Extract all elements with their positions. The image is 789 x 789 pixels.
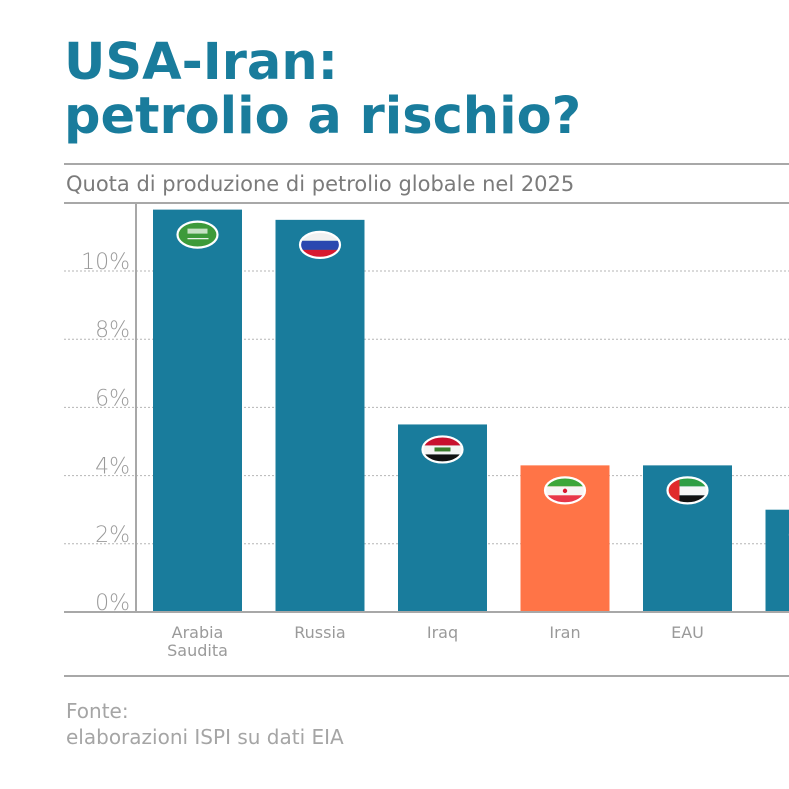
uae-flag-icon [666, 476, 709, 505]
y-axis-ticks: 0%2%4%6%8%10% [81, 250, 130, 616]
bars [153, 209, 789, 612]
flags [176, 220, 789, 537]
title-line-2: petrolio a rischio? [64, 87, 582, 146]
x-tick-label: Iraq [427, 623, 458, 642]
y-tick-label: 6% [95, 386, 130, 411]
x-tick-label: Russia [294, 623, 345, 642]
iraq-flag-icon [421, 435, 464, 464]
y-tick-label: 4% [95, 455, 130, 480]
russia-flag-icon [298, 230, 342, 259]
iran-flag-icon [543, 476, 587, 505]
divider-chart-top [64, 202, 789, 204]
source-text: elaborazioni ISPI su dati EIA [66, 725, 344, 749]
bar [765, 509, 789, 612]
divider-bottom [64, 675, 789, 677]
x-tick-label: Saudita [167, 641, 228, 660]
y-tick-label: 10% [81, 250, 130, 275]
divider-top [64, 163, 789, 165]
page-title: USA-Iran: petrolio a rischio? [64, 36, 581, 144]
source-label: Fonte: [66, 699, 129, 723]
bar [153, 209, 242, 612]
x-axis-labels: ArabiaSauditaRussiaIraqIranEAUKu [167, 623, 704, 660]
y-tick-label: 8% [95, 318, 130, 343]
title-line-1: USA-Iran: [64, 33, 339, 92]
source-note: Fonte: elaborazioni ISPI su dati EIA [66, 698, 344, 750]
bar [275, 219, 365, 612]
x-tick-label: EAU [671, 623, 704, 642]
x-tick-label: Arabia [172, 623, 224, 642]
saudi-arabia-flag-icon [176, 220, 219, 249]
chart-subtitle: Quota di produzione di petrolio globale … [66, 172, 575, 196]
y-tick-label: 2% [95, 523, 130, 548]
x-tick-label: Iran [549, 623, 580, 642]
